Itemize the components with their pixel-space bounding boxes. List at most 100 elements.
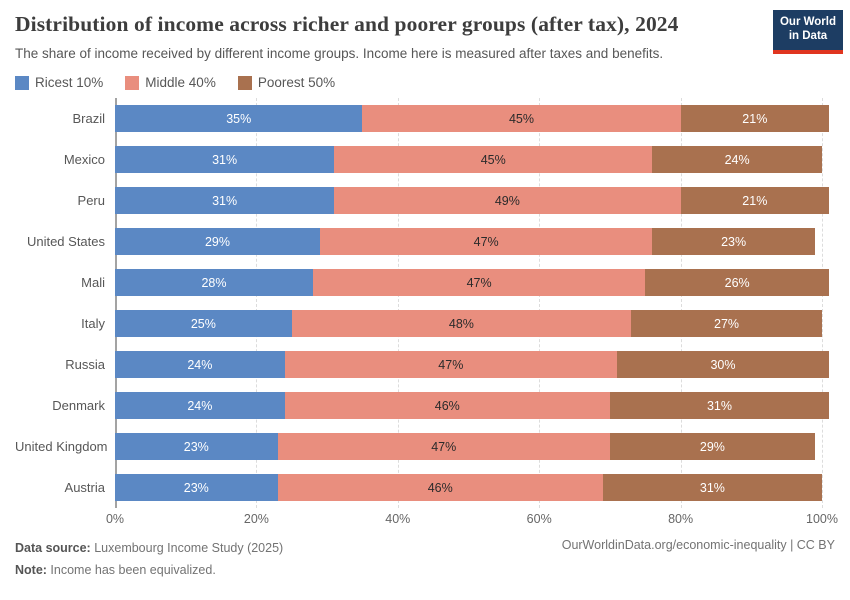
bar-segment[interactable]: 24% [115,351,285,378]
bar-segment[interactable]: 31% [609,392,830,419]
x-tick-20: 20% [243,512,269,526]
legend-item-1[interactable]: Middle 40% [125,75,216,90]
bar-segment[interactable]: 28% [115,269,313,296]
bar-segment[interactable]: 47% [284,351,617,378]
chart-row-italy: Italy 25% 48% 27% [15,303,835,344]
bar-segment[interactable]: 23% [115,474,278,501]
note-line: Note: Income has been equivalized. [15,560,283,582]
bar-segment[interactable]: 21% [680,187,830,214]
bar-segment[interactable]: 46% [277,474,603,501]
data-source-line: Data source: Luxembourg Income Study (20… [15,538,283,560]
legend-item-label: Poorest 50% [257,75,336,90]
y-axis-line [115,98,117,508]
country-label: Peru [77,193,105,208]
bar-segment[interactable]: 24% [652,146,822,173]
gridline-80 [680,98,682,508]
bar-segment[interactable]: 49% [334,187,681,214]
bar-stack: 31% 45% 24% [115,146,822,173]
chart-row-austria: Austria 23% 46% 31% [15,467,835,508]
country-label: Brazil [72,111,105,126]
chart-row-russia: Russia 24% 47% 30% [15,344,835,385]
owid-logo[interactable]: Our World in Data [773,10,843,54]
data-source-value: Luxembourg Income Study (2025) [90,541,284,556]
x-tick-0: 0% [105,512,125,526]
chart: Brazil 35% 45% 21% Mexico 31% 45% 24% Peru 31% 49%… [15,98,838,530]
bar-segment[interactable]: 45% [334,146,653,173]
bar-segment[interactable]: 29% [115,228,321,255]
owid-logo-line1: Our World [779,16,836,28]
bar-stack: 25% 48% 27% [115,310,822,337]
footer: Data source: Luxembourg Income Study (20… [15,538,835,582]
bar-segment[interactable]: 31% [115,187,335,214]
bar-segment[interactable]: 47% [277,433,610,460]
data-source-label: Data source: [15,541,91,556]
legend-item-0[interactable]: Ricest 10% [15,75,103,90]
bar-stack: 35% 45% 21% [115,105,830,132]
legend-item-label: Middle 40% [145,75,216,90]
country-label: United States [26,234,105,249]
owid-logo-line2: in Data [788,30,828,43]
page-title: Distribution of income across richer and… [15,12,679,36]
plot-area: Brazil 35% 45% 21% Mexico 31% 45% 24% Peru 31% 49%… [15,98,838,530]
x-tick-80: 80% [668,512,694,526]
bar-segment[interactable]: 35% [115,105,363,132]
gridline-60 [539,98,541,508]
chart-row-mali: Mali 28% 47% 26% [15,262,835,303]
gridline-100 [822,98,823,508]
x-tick-40: 40% [385,512,411,526]
chart-row-brazil: Brazil 35% 45% 21% [15,98,835,139]
bar-segment[interactable]: 47% [312,269,646,296]
country-label: Russia [65,357,105,372]
chart-row-mexico: Mexico 31% 45% 24% [15,139,835,180]
bar-stack: 23% 47% 29% [115,433,822,460]
bar-segment[interactable]: 27% [631,310,822,337]
x-tick-60: 60% [526,512,552,526]
country-label: Italy [81,316,105,331]
bar-segment[interactable]: 23% [115,433,278,460]
chart-row-united-states: United States 29% 47% 23% [15,221,835,262]
legend-item-label: Ricest 10% [35,75,104,90]
country-label: Mali [81,275,105,290]
country-label: United Kingdom [15,439,108,454]
bar-stack: 24% 46% 31% [115,392,830,419]
footer-credit[interactable]: OurWorldinData.org/economic-inequality |… [561,538,835,553]
legend-item-2[interactable]: Poorest 50% [237,75,336,90]
bar-segment[interactable]: 21% [680,105,830,132]
chart-row-united-kingdom: United Kingdom 23% 47% 29% [15,426,835,467]
bar-segment[interactable]: 29% [609,433,815,460]
chart-row-denmark: Denmark 24% 46% 31% [15,385,835,426]
note-label: Note: [15,563,47,578]
bar-segment[interactable]: 25% [115,310,292,337]
legend-swatch-icon [15,75,29,90]
chart-rows: Brazil 35% 45% 21% Mexico 31% 45% 24% Peru 31% 49%… [15,98,835,508]
bar-stack: 24% 47% 30% [115,351,830,378]
bar-segment[interactable]: 24% [115,392,285,419]
country-label: Denmark [52,398,105,413]
bar-segment[interactable]: 31% [115,146,335,173]
legend: Ricest 10% Middle 40% Poorest 50% [15,75,835,90]
bar-stack: 28% 47% 26% [115,269,830,296]
bar-segment[interactable]: 26% [645,269,830,296]
bar-segment[interactable]: 23% [652,228,815,255]
grid-layer [115,98,823,508]
bar-segment[interactable]: 30% [616,351,830,378]
note-value: Income has been equivalized. [46,563,216,578]
bar-segment[interactable]: 48% [291,310,632,337]
bar-segment[interactable]: 47% [320,228,653,255]
bar-stack: 29% 47% 23% [115,228,822,255]
gridline-40 [397,98,399,508]
country-label: Austria [64,480,105,495]
country-label: Mexico [63,152,105,167]
bar-segment[interactable]: 45% [362,105,681,132]
legend-swatch-icon [237,75,252,90]
x-axis: 0% 20% 40% 60% 80% 100% [106,508,838,530]
bar-stack: 23% 46% 31% [115,474,822,501]
footer-left: Data source: Luxembourg Income Study (20… [15,538,283,582]
legend-swatch-icon [125,75,140,90]
bar-segment[interactable]: 46% [284,392,610,419]
x-tick-100: 100% [806,512,838,526]
bar-segment[interactable]: 31% [602,474,822,501]
gridline-20 [256,98,258,508]
bar-stack: 31% 49% 21% [115,187,830,214]
